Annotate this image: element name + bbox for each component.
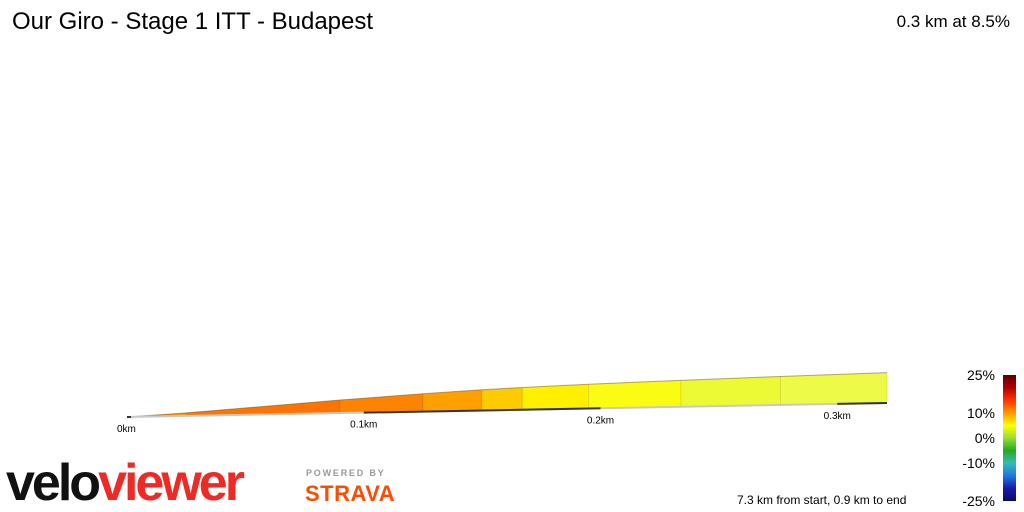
gradient-scale-label: -10% bbox=[962, 455, 995, 471]
profile-outline bbox=[126, 372, 888, 418]
gradient-scale-label: 10% bbox=[967, 405, 995, 421]
gradient-scale-label: 25% bbox=[967, 367, 995, 383]
profile-top-line bbox=[126, 372, 888, 418]
profile-segment bbox=[779, 372, 888, 406]
gradient-color-scale: 25% 10% 0% -10% -25% bbox=[962, 367, 1016, 509]
profile-segment bbox=[588, 379, 682, 410]
gradient-scale-bar bbox=[1003, 375, 1016, 501]
profile-segment bbox=[521, 383, 590, 411]
gradient-scale-label: -25% bbox=[962, 493, 995, 509]
strava-logo: STRAVA bbox=[305, 481, 396, 506]
distance-band bbox=[363, 407, 601, 414]
x-axis-ticks: 0km 0.1km 0.2km 0.3km bbox=[117, 411, 851, 435]
climb-summary: 0.3 km at 8.5% bbox=[896, 12, 1010, 31]
distance-band bbox=[837, 402, 888, 405]
veloviewer-logo: veloviewer bbox=[6, 454, 248, 510]
profile-segment bbox=[680, 375, 781, 408]
svg-text:veloviewer: veloviewer bbox=[6, 454, 245, 510]
position-note: 7.3 km from start, 0.9 km to end bbox=[737, 493, 907, 507]
gradient-scale-label: 0% bbox=[975, 430, 995, 446]
x-tick-label: 0.1km bbox=[350, 420, 377, 431]
powered-by-label: POWERED BY bbox=[306, 468, 386, 478]
profile-segment bbox=[481, 386, 523, 411]
x-tick-label: 0km bbox=[117, 424, 136, 435]
chart-title: Our Giro - Stage 1 ITT - Budapest bbox=[12, 8, 374, 35]
x-tick-label: 0.2km bbox=[587, 415, 614, 426]
x-tick-label: 0.3km bbox=[824, 411, 851, 422]
logo-viewer-part: viewer bbox=[98, 454, 245, 510]
logo-velo-part: velo bbox=[6, 454, 99, 510]
